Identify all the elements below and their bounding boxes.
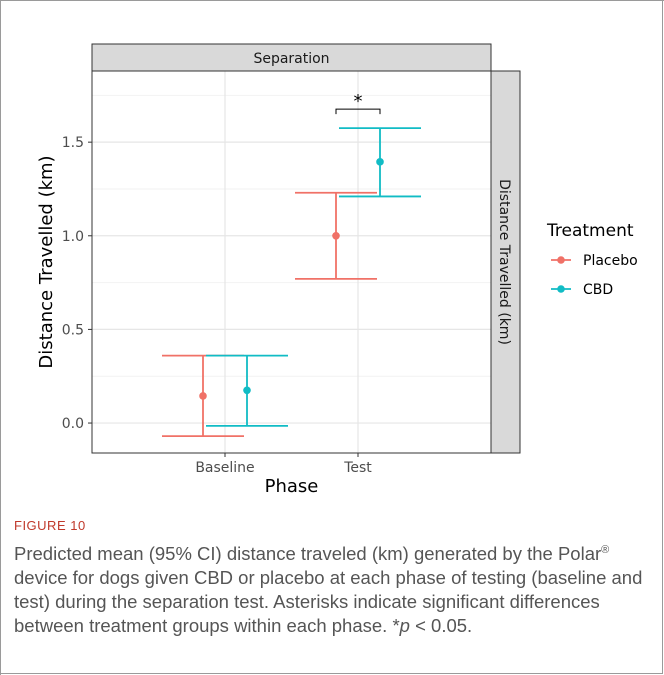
- significance-bracket: [335, 108, 381, 115]
- caption-text-1: Predicted mean (95% CI) distance travele…: [14, 543, 602, 565]
- x-tick-label: Test: [343, 460, 372, 476]
- x-axis-label: Phase: [265, 476, 319, 497]
- legend-title: Treatment: [546, 221, 634, 241]
- facet-strip-right: [490, 70, 521, 454]
- figure-caption: Predicted mean (95% CI) distance travele…: [14, 538, 654, 638]
- caption-text-3: < 0.05.: [409, 615, 473, 637]
- facet-strip-top-label: Separation: [253, 51, 329, 67]
- errorbar-cbd: [339, 127, 421, 198]
- y-tick-label: 0.5: [62, 322, 84, 338]
- legend-label: CBD: [583, 282, 613, 298]
- errorbar-placebo: [295, 191, 377, 280]
- registered-mark: ®: [601, 544, 610, 556]
- legend-label: Placebo: [583, 253, 638, 269]
- y-axis-label: Distance Travelled (km): [36, 155, 57, 368]
- y-tick-label: 1.0: [62, 229, 84, 245]
- y-tick-label: 1.5: [62, 135, 84, 151]
- x-tick-label: Baseline: [195, 460, 254, 476]
- p-symbol: p: [399, 615, 410, 637]
- facet-strip-top: [91, 43, 492, 72]
- figure-label: FIGURE 10: [14, 518, 86, 533]
- chart: Separation Distance Travelled (km) * 0.0…: [36, 43, 638, 497]
- mean-point: [199, 392, 207, 400]
- plot-background: [92, 71, 491, 453]
- figure-border-top: [0, 0, 664, 1]
- data-layer: *: [162, 91, 421, 438]
- significance-marker: *: [354, 91, 363, 112]
- caption-text-2: device for dogs given CBD or placebo at …: [14, 567, 643, 637]
- legend-key-point: [557, 285, 565, 293]
- tick-layer: 0.0 0.5 1.0 1.5 Baseline Test: [62, 135, 373, 476]
- legend-items: Placebo CBD: [551, 253, 638, 298]
- y-tick-label: 0.0: [62, 416, 84, 432]
- grid-layer: [92, 71, 491, 453]
- legend: Treatment Placebo CBD: [546, 221, 638, 298]
- errorbar-cbd: [206, 354, 288, 427]
- legend-key-point: [557, 256, 565, 264]
- facet-strip-right-label: Distance Travelled (km): [496, 179, 512, 345]
- mean-point: [376, 158, 384, 166]
- mean-point: [243, 386, 251, 395]
- figure-border-left: [0, 0, 1, 675]
- mean-point: [332, 231, 340, 240]
